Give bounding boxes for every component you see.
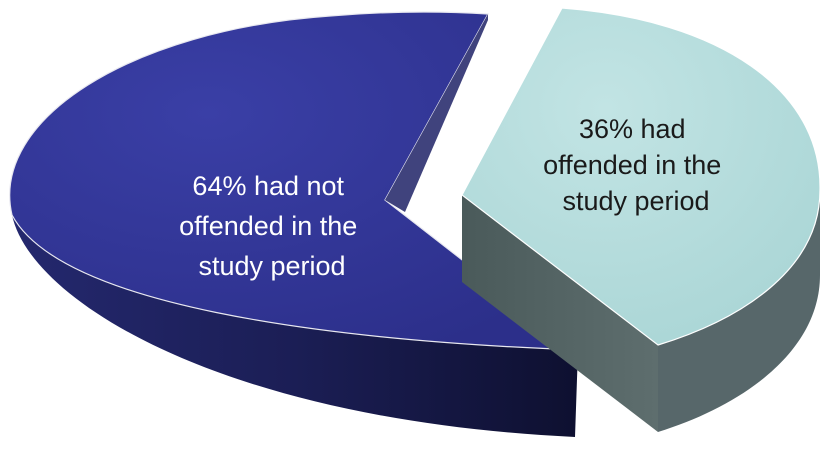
slice-not-offended-side <box>12 215 578 437</box>
slice-offended-label-line: offended in the <box>543 150 721 180</box>
slice-not-offended-label: 64% had not offended in the study period <box>179 171 365 281</box>
slice-offended-top <box>461 7 821 346</box>
slice-offended-cut <box>462 195 658 432</box>
slice-offended <box>461 7 821 432</box>
slice-offended-label-line: 36% had <box>579 114 686 144</box>
slice-not-offended-label-line: 64% had not <box>192 171 344 201</box>
slice-not-offended-label-line: offended in the <box>179 211 357 241</box>
slice-offended-label-line: study period <box>562 186 709 216</box>
slice-offended-label: 36% had offended in the study period <box>543 114 729 216</box>
slice-not-offended-label-line: study period <box>198 251 345 281</box>
slice-not-offended-top <box>9 11 580 351</box>
slice-offended-side <box>658 190 820 432</box>
slice-not-offended-cut <box>385 14 488 212</box>
slice-not-offended <box>9 11 580 437</box>
